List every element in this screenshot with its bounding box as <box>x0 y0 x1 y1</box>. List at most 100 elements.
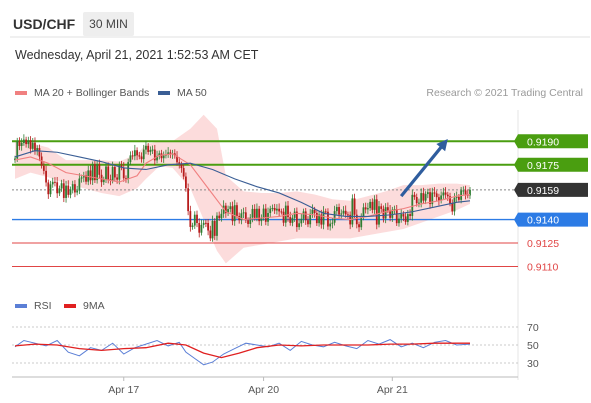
candle-body <box>204 222 207 224</box>
candle-body <box>138 155 141 157</box>
candle-body <box>453 197 456 212</box>
candle-body <box>80 177 83 179</box>
candle-body <box>145 145 147 150</box>
candle-body <box>249 217 252 224</box>
candle-body <box>360 216 363 228</box>
candle-body <box>236 205 238 216</box>
candle-body <box>293 211 296 218</box>
candle-body <box>418 202 420 204</box>
candle-body <box>426 192 429 195</box>
candle-body <box>253 208 256 218</box>
rsi-swatch <box>15 304 27 309</box>
candle-body <box>409 214 411 216</box>
candle-body <box>233 205 236 222</box>
candle-body <box>196 214 198 224</box>
candle-body <box>91 164 94 181</box>
candle-body <box>395 209 398 224</box>
datetime-label: Wednesday, April 21, 2021 1:52:53 AM CET <box>15 48 259 62</box>
candle-body <box>371 201 374 210</box>
candle-body <box>178 162 181 165</box>
candle-body <box>284 205 287 223</box>
level-value-0.9140: 0.9140 <box>527 215 559 227</box>
candle-body <box>49 184 52 195</box>
candle-body <box>198 223 201 233</box>
candle-body <box>362 207 365 217</box>
candle-body <box>280 211 283 213</box>
candle-body <box>122 167 125 179</box>
candle-body <box>193 214 196 226</box>
ma9-label: 9MA <box>83 300 105 312</box>
candle-body <box>153 149 156 161</box>
candle-body <box>287 205 289 218</box>
candle-body <box>209 230 212 239</box>
candle-body <box>304 211 307 221</box>
candle-body <box>151 149 154 151</box>
candle-body <box>60 183 63 189</box>
candle-body <box>440 195 443 201</box>
candle-body <box>180 164 183 169</box>
candle-body <box>318 214 320 224</box>
candle-body <box>200 224 203 233</box>
rsi-tick-30: 30 <box>527 358 539 370</box>
projection-arrow-head <box>436 139 448 152</box>
level-value-0.9175: 0.9175 <box>527 160 559 172</box>
legend-ma20: MA 20 + Bollinger Bands <box>15 87 149 99</box>
candle-body <box>402 214 405 217</box>
header-bar: USD/CHF 30 MIN <box>0 0 591 40</box>
candle-body <box>74 184 76 193</box>
candle-body <box>213 220 216 236</box>
candle-body <box>27 140 30 145</box>
candle-body <box>260 217 263 222</box>
bollinger-band-fill <box>15 114 470 264</box>
rsi-tick-70: 70 <box>527 322 539 334</box>
ma50-line <box>14 150 471 217</box>
candle-body <box>58 188 61 194</box>
candle-body <box>113 166 116 178</box>
candle-body <box>34 142 36 152</box>
candle-body <box>189 211 192 227</box>
candle-body <box>256 208 258 218</box>
candle-body <box>398 218 400 224</box>
candle-body <box>118 165 121 180</box>
candle-body <box>276 208 278 211</box>
candle-body <box>182 168 185 177</box>
level-value-0.9190: 0.9190 <box>527 136 559 148</box>
candle-body <box>149 149 152 152</box>
candle-body <box>455 196 458 198</box>
ma50-swatch <box>158 91 170 96</box>
candle-body <box>140 156 143 160</box>
candle-body <box>229 206 232 210</box>
candle-body <box>207 223 209 231</box>
candle-body <box>156 156 158 161</box>
candle-body <box>431 192 434 205</box>
candle-body <box>107 166 110 180</box>
candle-body <box>94 164 96 181</box>
candle-body <box>335 207 338 212</box>
candle-body <box>98 164 101 175</box>
candle-body <box>71 184 74 190</box>
candle-body <box>420 193 423 203</box>
candle-body <box>127 162 130 179</box>
candle-body <box>438 197 440 201</box>
candle-body <box>298 223 300 228</box>
candle-body <box>391 209 394 218</box>
candle-body <box>242 212 245 214</box>
level-value-0.9159: 0.9159 <box>527 185 559 197</box>
candle-body <box>291 217 294 223</box>
projection-arrow-shaft <box>399 143 445 198</box>
level-tag-0.9175 <box>514 157 588 172</box>
candle-body <box>289 217 292 223</box>
candle-body <box>54 181 56 183</box>
candle-body <box>136 150 138 156</box>
candle-body <box>429 192 431 205</box>
candle-body <box>22 139 25 144</box>
ma20-swatch <box>15 91 27 96</box>
candle-body <box>169 152 172 155</box>
candle-body <box>227 209 229 214</box>
candle-body <box>16 141 19 159</box>
timeframe-button[interactable]: 30 MIN <box>83 12 134 36</box>
candle-body <box>422 193 425 201</box>
candle-body <box>367 208 369 210</box>
candle-body <box>433 192 436 194</box>
